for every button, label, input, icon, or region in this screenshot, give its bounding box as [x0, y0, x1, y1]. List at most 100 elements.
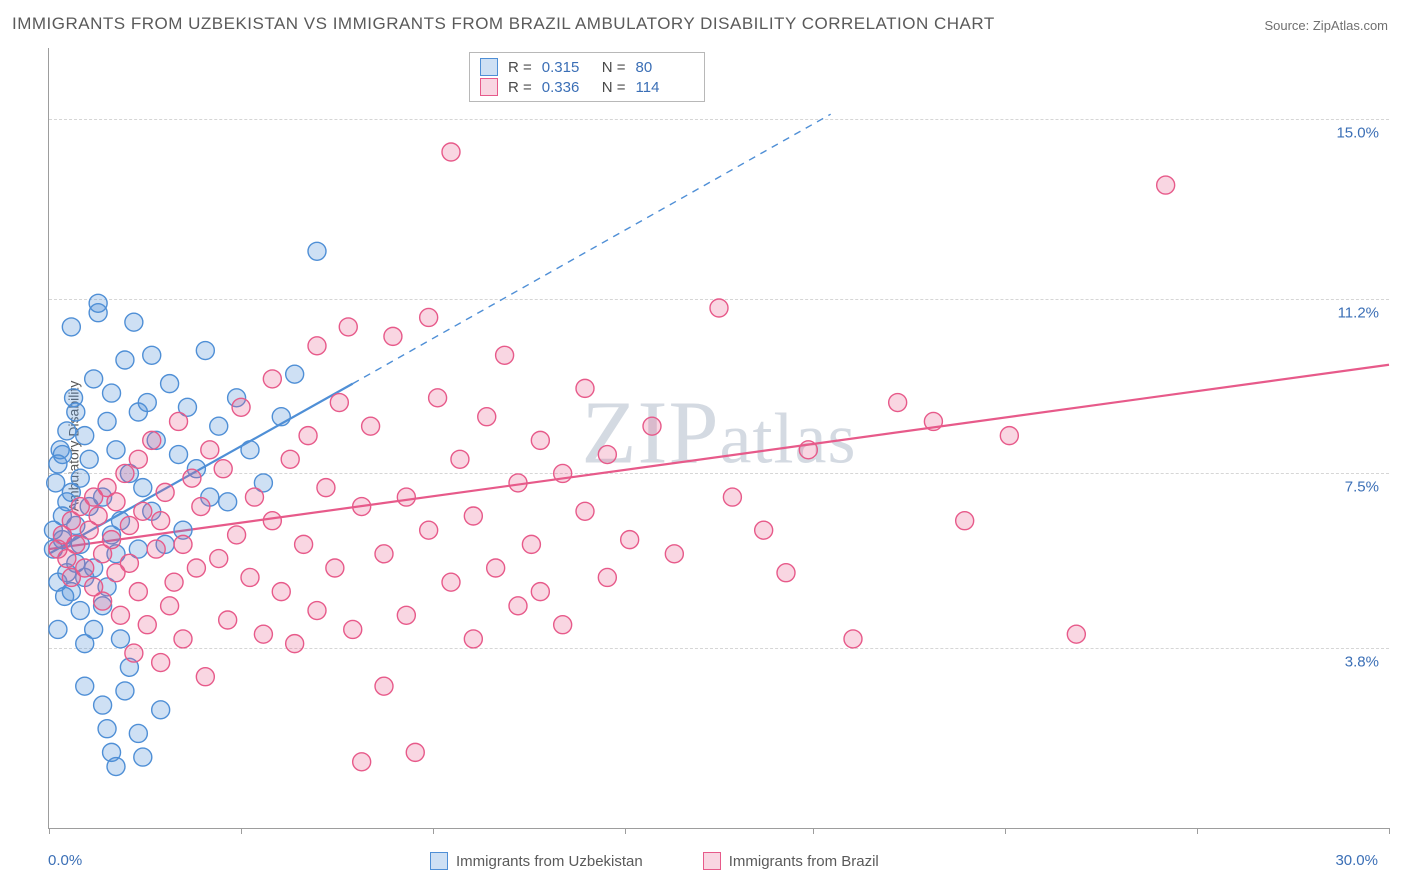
legend-swatch-uzbekistan	[480, 58, 498, 76]
scatter-point-uzbekistan	[116, 351, 134, 369]
scatter-point-brazil	[286, 635, 304, 653]
scatter-point-uzbekistan	[134, 748, 152, 766]
scatter-point-brazil	[478, 408, 496, 426]
plot-area: 3.8%7.5%11.2%15.0% ZIPatlas R =0.315N =8…	[48, 48, 1389, 829]
r-value-brazil: 0.336	[542, 79, 592, 96]
scatter-point-brazil	[192, 498, 210, 516]
scatter-point-brazil	[326, 559, 344, 577]
scatter-point-brazil	[228, 526, 246, 544]
chart-title: IMMIGRANTS FROM UZBEKISTAN VS IMMIGRANTS…	[12, 14, 995, 34]
scatter-point-brazil	[353, 498, 371, 516]
scatter-point-brazil	[129, 450, 147, 468]
scatter-point-uzbekistan	[134, 479, 152, 497]
scatter-point-brazil	[170, 412, 188, 430]
scatter-point-uzbekistan	[76, 427, 94, 445]
scatter-point-brazil	[429, 389, 447, 407]
r-label: R =	[508, 79, 532, 96]
scatter-point-brazil	[219, 611, 237, 629]
n-value-brazil: 114	[636, 79, 686, 96]
scatter-point-uzbekistan	[80, 450, 98, 468]
scatter-point-brazil	[554, 616, 572, 634]
scatter-point-brazil	[509, 597, 527, 615]
scatter-point-uzbekistan	[107, 758, 125, 776]
scatter-point-brazil	[397, 488, 415, 506]
scatter-point-uzbekistan	[71, 602, 89, 620]
scatter-point-brazil	[799, 441, 817, 459]
scatter-point-uzbekistan	[98, 412, 116, 430]
scatter-point-brazil	[174, 535, 192, 553]
scatter-point-uzbekistan	[53, 446, 71, 464]
scatter-point-uzbekistan	[62, 318, 80, 336]
scatter-point-brazil	[956, 512, 974, 530]
scatter-point-uzbekistan	[89, 294, 107, 312]
scatter-point-brazil	[76, 559, 94, 577]
scatter-point-brazil	[531, 583, 549, 601]
scatter-point-uzbekistan	[85, 620, 103, 638]
scatter-point-brazil	[487, 559, 505, 577]
legend-swatch-brazil	[480, 78, 498, 96]
legend-item-uzbekistan: Immigrants from Uzbekistan	[430, 852, 643, 870]
x-axis-max-label: 30.0%	[1335, 852, 1378, 869]
scatter-point-uzbekistan	[219, 493, 237, 511]
scatter-point-brazil	[196, 668, 214, 686]
scatter-point-brazil	[330, 394, 348, 412]
scatter-point-brazil	[129, 583, 147, 601]
scatter-point-brazil	[723, 488, 741, 506]
scatter-point-brazil	[598, 446, 616, 464]
source-label: Source: ZipAtlas.com	[1264, 18, 1388, 33]
scatter-point-brazil	[353, 753, 371, 771]
scatter-point-brazil	[152, 654, 170, 672]
scatter-point-brazil	[201, 441, 219, 459]
scatter-point-uzbekistan	[71, 469, 89, 487]
scatter-point-brazil	[317, 479, 335, 497]
scatter-point-brazil	[263, 512, 281, 530]
scatter-point-brazil	[496, 346, 514, 364]
scatter-point-brazil	[272, 583, 290, 601]
scatter-point-uzbekistan	[308, 242, 326, 260]
x-axis-min-label: 0.0%	[48, 852, 82, 869]
scatter-point-brazil	[107, 493, 125, 511]
scatter-point-uzbekistan	[129, 724, 147, 742]
scatter-point-brazil	[420, 308, 438, 326]
legend-label-brazil: Immigrants from Brazil	[729, 853, 879, 870]
correlation-legend: R =0.315N =80R =0.336N =114	[469, 52, 705, 102]
scatter-point-brazil	[375, 545, 393, 563]
scatter-point-uzbekistan	[138, 394, 156, 412]
scatter-point-brazil	[451, 450, 469, 468]
scatter-point-brazil	[183, 469, 201, 487]
scatter-point-brazil	[844, 630, 862, 648]
scatter-point-brazil	[1157, 176, 1175, 194]
scatter-point-uzbekistan	[241, 441, 259, 459]
scatter-points-layer	[49, 48, 1389, 828]
scatter-point-brazil	[509, 474, 527, 492]
scatter-point-brazil	[406, 743, 424, 761]
scatter-point-brazil	[89, 507, 107, 525]
scatter-point-uzbekistan	[49, 620, 67, 638]
scatter-point-brazil	[125, 644, 143, 662]
scatter-point-uzbekistan	[76, 677, 94, 695]
scatter-point-brazil	[924, 412, 942, 430]
scatter-point-brazil	[120, 554, 138, 572]
x-tick	[1389, 828, 1390, 834]
scatter-point-brazil	[665, 545, 683, 563]
r-label: R =	[508, 59, 532, 76]
scatter-point-brazil	[598, 568, 616, 586]
scatter-point-brazil	[522, 535, 540, 553]
scatter-point-uzbekistan	[58, 422, 76, 440]
legend-label-uzbekistan: Immigrants from Uzbekistan	[456, 853, 643, 870]
scatter-point-brazil	[232, 398, 250, 416]
scatter-point-brazil	[1000, 427, 1018, 445]
scatter-point-uzbekistan	[161, 375, 179, 393]
r-value-uzbekistan: 0.315	[542, 59, 592, 76]
scatter-point-brazil	[339, 318, 357, 336]
legend-swatch-uzbekistan	[430, 852, 448, 870]
scatter-point-uzbekistan	[170, 446, 188, 464]
scatter-point-brazil	[442, 143, 460, 161]
scatter-point-brazil	[308, 337, 326, 355]
scatter-point-uzbekistan	[196, 342, 214, 360]
correlation-legend-row-uzbekistan: R =0.315N =80	[480, 57, 686, 77]
series-legend: Immigrants from Uzbekistan Immigrants fro…	[430, 852, 879, 870]
scatter-point-uzbekistan	[94, 696, 112, 714]
scatter-point-brazil	[120, 516, 138, 534]
scatter-point-brazil	[147, 540, 165, 558]
